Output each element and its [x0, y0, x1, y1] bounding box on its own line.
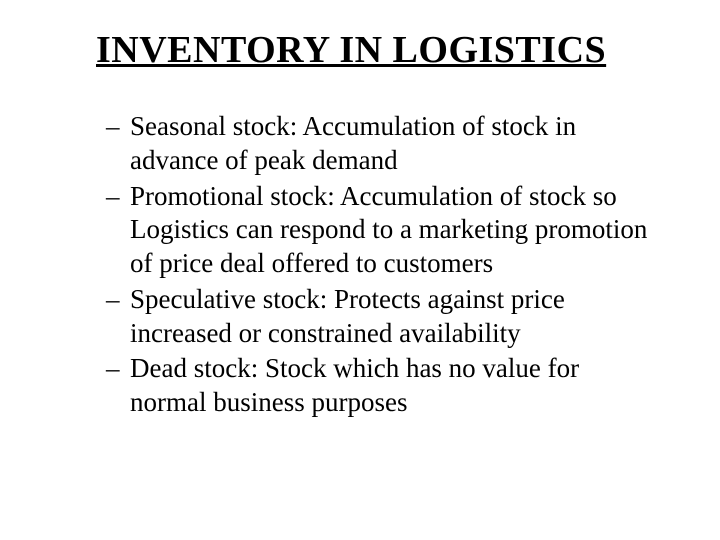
list-item: – Dead stock: Stock which has no value f…	[106, 352, 660, 420]
slide: INVENTORY IN LOGISTICS – Seasonal stock:…	[0, 0, 720, 540]
list-item: – Speculative stock: Protects against pr…	[106, 283, 660, 351]
list-item-text: Dead stock: Stock which has no value for…	[130, 352, 660, 420]
list-item-text: Seasonal stock: Accumulation of stock in…	[130, 110, 660, 178]
list-item-text: Speculative stock: Protects against pric…	[130, 283, 660, 351]
dash-icon: –	[106, 352, 130, 420]
list-item: – Seasonal stock: Accumulation of stock …	[106, 110, 660, 178]
bullet-list: – Seasonal stock: Accumulation of stock …	[106, 110, 660, 420]
list-item-text: Promotional stock: Accumulation of stock…	[130, 180, 660, 281]
dash-icon: –	[106, 110, 130, 178]
dash-icon: –	[106, 283, 130, 351]
list-item: – Promotional stock: Accumulation of sto…	[106, 180, 660, 281]
dash-icon: –	[106, 180, 130, 281]
page-title: INVENTORY IN LOGISTICS	[96, 28, 660, 72]
